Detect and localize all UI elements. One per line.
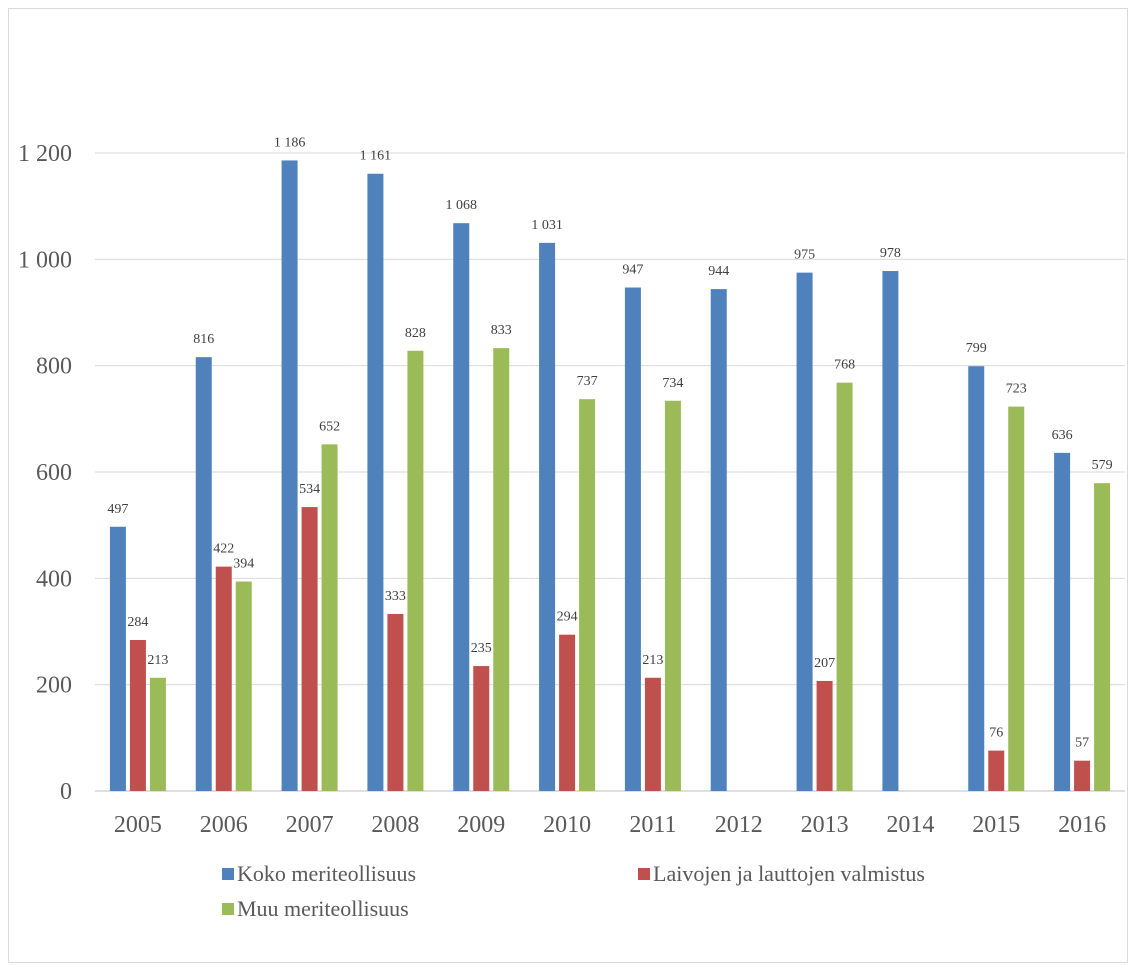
bar-laivojen-2010 [559,634,576,791]
x-tick-label: 2007 [286,812,334,838]
x-tick-label: 2005 [114,812,162,838]
data-label: 636 [1052,428,1073,443]
legend-swatch [222,868,234,880]
bar-laivojen-2016 [1074,760,1091,791]
bar-muu-2007 [321,444,338,791]
bar-koko-2005 [109,526,126,791]
data-label: 1 068 [446,198,478,213]
data-label: 734 [662,376,683,391]
bar-koko-2016 [1054,452,1071,791]
bar-laivojen-2006 [215,566,232,791]
bar-laivojen-2013 [816,680,833,791]
bar-muu-2013 [836,382,853,791]
data-label: 294 [557,610,578,625]
legend-label: Koko meriteollisuus [237,861,416,886]
data-label: 284 [127,615,148,630]
bar-koko-2008 [367,173,384,792]
bar-muu-2005 [149,677,166,791]
data-label: 213 [642,653,663,668]
bar-laivojen-2008 [387,613,404,791]
bar-koko-2007 [281,160,298,791]
bar-koko-2013 [796,272,813,791]
data-label: 497 [107,502,128,517]
data-label: 422 [213,542,234,557]
data-label: 944 [708,264,729,279]
x-tick-label: 2014 [886,812,934,838]
x-tick-label: 2011 [629,812,676,838]
data-label: 947 [622,263,643,278]
bar-muu-2016 [1094,483,1111,791]
x-tick-label: 2006 [200,812,248,838]
data-label: 534 [299,482,320,497]
legend-label: Muu meriteollisuus [237,896,409,921]
bar-muu-2009 [493,348,510,791]
data-label: 394 [233,557,254,572]
y-tick-label: 800 [36,354,72,380]
x-tick-label: 2008 [371,812,419,838]
bar-koko-2015 [968,366,985,791]
bar-muu-2008 [407,350,424,791]
chart-frame [8,8,1128,963]
bar-muu-2010 [579,399,596,791]
data-label: 207 [814,656,835,671]
x-tick-label: 2012 [715,812,763,838]
data-label: 978 [880,246,901,261]
x-tick-label: 2015 [972,812,1020,838]
y-tick-label: 400 [36,566,72,592]
data-label: 799 [966,341,987,356]
bar-koko-2012 [710,289,727,791]
x-tick-label: 2010 [543,812,591,838]
data-label: 1 031 [531,218,563,233]
data-label: 975 [794,248,815,263]
data-label: 723 [1006,382,1027,397]
bar-laivojen-2015 [988,750,1005,791]
data-label: 213 [147,653,168,668]
legend-swatch [222,903,234,915]
data-label: 1 186 [274,135,306,150]
y-tick-label: 1 000 [18,247,72,273]
data-label: 737 [577,374,598,389]
bar-laivojen-2007 [301,507,318,791]
x-tick-label: 2013 [801,812,849,838]
data-label: 579 [1092,458,1113,473]
data-label: 768 [834,358,855,373]
data-label: 833 [491,323,512,338]
bar-koko-2014 [882,271,899,791]
bar-muu-2006 [235,581,252,791]
y-tick-label: 600 [36,460,72,486]
bar-laivojen-2005 [129,640,146,791]
bar-laivojen-2011 [644,677,661,791]
legend-label: Laivojen ja lauttojen valmistus [653,861,925,886]
y-tick-label: 1 200 [18,141,72,167]
data-label: 828 [405,326,426,341]
data-label: 333 [385,589,406,604]
data-label: 235 [471,641,492,656]
bar-laivojen-2009 [473,666,490,791]
data-label: 57 [1075,736,1089,751]
x-tick-label: 2016 [1058,812,1106,838]
data-label: 652 [319,419,340,434]
data-label: 1 161 [360,149,392,164]
bar-muu-2015 [1008,406,1025,791]
bar-muu-2011 [664,400,681,791]
bar-koko-2011 [624,287,641,791]
bar-koko-2006 [195,357,212,791]
bar-koko-2010 [539,242,556,791]
legend-swatch [638,868,650,880]
data-label: 816 [193,332,214,347]
y-tick-label: 200 [36,673,72,699]
bar-koko-2009 [453,223,470,791]
x-tick-label: 2009 [457,812,505,838]
y-tick-label: 0 [60,779,72,805]
data-label: 76 [989,726,1003,741]
